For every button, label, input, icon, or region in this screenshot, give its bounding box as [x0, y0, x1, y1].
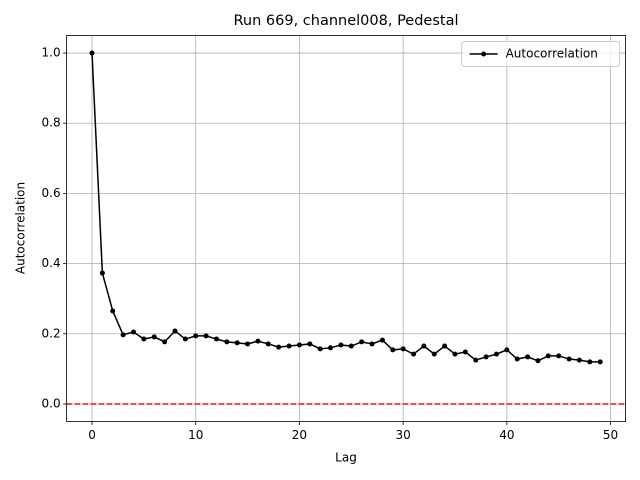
- data-point: [462, 349, 468, 355]
- data-point: [421, 343, 427, 349]
- data-point: [130, 329, 136, 335]
- data-point: [576, 357, 582, 363]
- data-point: [203, 333, 209, 339]
- x-tick-label: 10: [188, 428, 203, 442]
- x-tick-label: 50: [603, 428, 618, 442]
- data-point: [400, 346, 406, 352]
- data-point: [151, 334, 157, 340]
- y-tick-label: 0.4: [42, 256, 61, 270]
- data-point: [566, 356, 572, 362]
- data-point: [162, 339, 168, 345]
- x-tick-label: 40: [499, 428, 514, 442]
- data-point: [348, 343, 354, 349]
- chart-title: Run 669, channel008, Pedestal: [233, 13, 458, 29]
- data-point: [379, 337, 385, 343]
- data-point: [514, 356, 520, 362]
- data-point: [493, 351, 499, 357]
- axes-frame: [66, 35, 626, 422]
- data-point: [110, 308, 116, 314]
- data-point: [597, 359, 603, 365]
- data-point: [224, 339, 230, 345]
- legend-box: [461, 41, 621, 67]
- data-point: [213, 336, 219, 342]
- data-point: [473, 357, 479, 363]
- data-point: [307, 341, 313, 347]
- data-point: [296, 342, 302, 348]
- data-point: [255, 338, 261, 344]
- data-point: [545, 353, 551, 359]
- data-point: [99, 270, 105, 276]
- y-tick-label: 0.0: [42, 396, 61, 410]
- x-tick-label: 20: [292, 428, 307, 442]
- data-point: [338, 342, 344, 348]
- data-point: [182, 336, 188, 342]
- x-axis-label: Lag: [335, 451, 357, 465]
- y-tick-label: 0.6: [42, 186, 61, 200]
- data-point: [317, 346, 323, 352]
- data-point: [245, 341, 251, 347]
- data-point: [390, 347, 396, 353]
- data-point: [89, 50, 95, 56]
- x-tick-label: 30: [396, 428, 411, 442]
- data-point: [172, 328, 178, 334]
- legend-label: Autocorrelation: [506, 47, 598, 61]
- data-point: [234, 340, 240, 346]
- y-tick-label: 0.2: [42, 326, 61, 340]
- data-point: [525, 354, 531, 360]
- data-point: [587, 359, 593, 365]
- y-tick-label: 1.0: [42, 46, 61, 60]
- data-point: [483, 354, 489, 360]
- data-point: [442, 343, 448, 349]
- data-point: [369, 341, 375, 347]
- y-axis-label: Autocorrelation: [14, 182, 28, 274]
- data-point: [193, 333, 199, 339]
- data-point: [504, 347, 510, 353]
- data-point: [141, 336, 147, 342]
- data-point: [120, 332, 126, 338]
- data-point: [452, 351, 458, 357]
- data-line: [91, 53, 601, 363]
- data-point: [265, 341, 271, 347]
- data-point: [556, 353, 562, 359]
- data-point: [359, 339, 365, 345]
- data-point: [276, 344, 282, 350]
- x-tick-label: 0: [88, 428, 96, 442]
- data-point: [431, 351, 437, 357]
- y-tick-label: 0.8: [42, 116, 61, 130]
- data-point: [328, 345, 334, 351]
- data-point: [535, 358, 541, 364]
- legend-marker: [481, 51, 487, 57]
- data-point: [411, 351, 417, 357]
- data-point: [286, 343, 292, 349]
